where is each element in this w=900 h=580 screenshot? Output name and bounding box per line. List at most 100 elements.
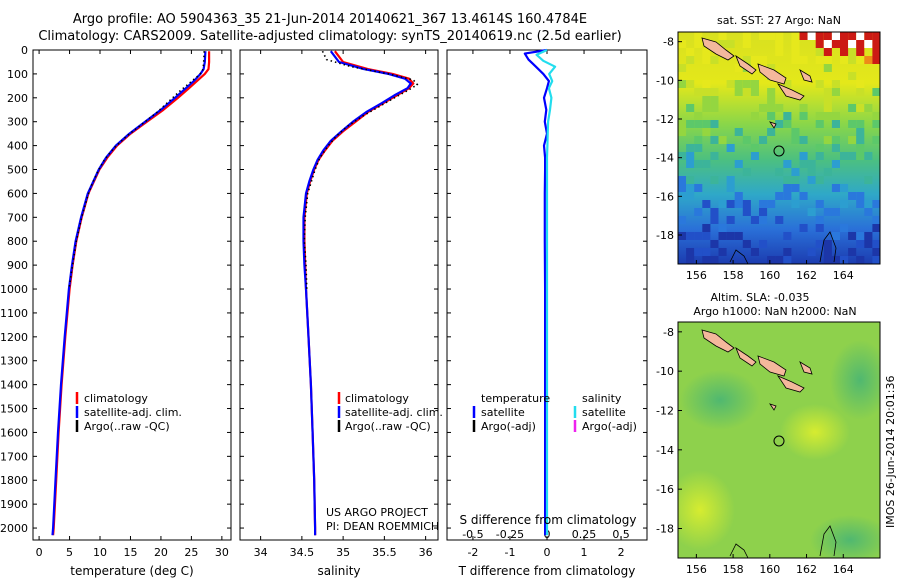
map-y-tick-label: -8 bbox=[663, 326, 674, 339]
sst-pixel bbox=[799, 32, 808, 40]
sst-pixel bbox=[759, 208, 768, 216]
sst-pixel bbox=[783, 120, 792, 128]
sla-axes: 156 158 160 162 164 -8 -10 -12 -14 -16 -18 bbox=[656, 326, 854, 576]
sst-pixel bbox=[815, 120, 824, 128]
island bbox=[769, 121, 777, 129]
sst-pixel bbox=[686, 80, 695, 88]
sst-pixel bbox=[831, 120, 840, 128]
timestamp: IMOS 26-Jun-2014 20:01:36 bbox=[884, 375, 897, 528]
sst-pixel bbox=[694, 120, 703, 128]
sst-pixel bbox=[742, 136, 751, 144]
sst-pixel bbox=[799, 152, 808, 160]
sst-pixel bbox=[767, 64, 776, 72]
sst-pixel bbox=[686, 256, 695, 264]
sst-pixel bbox=[678, 80, 687, 88]
map-x-tick-label: 156 bbox=[686, 269, 707, 282]
sst-pixel bbox=[710, 176, 719, 184]
sst-pixel bbox=[686, 104, 695, 112]
sst-pixel bbox=[823, 88, 832, 96]
sst-pixel bbox=[872, 40, 880, 48]
sst-pixel bbox=[783, 80, 792, 88]
sst-pixel bbox=[718, 248, 727, 256]
x-tick-label: 25 bbox=[184, 546, 198, 559]
sst-pixel bbox=[856, 128, 865, 136]
series-line bbox=[303, 50, 415, 536]
sst-pixel bbox=[864, 152, 873, 160]
sst-pixel bbox=[726, 200, 735, 208]
sst-pixel bbox=[710, 104, 719, 112]
sst-pixel bbox=[807, 32, 816, 40]
map-y-tick-label: -18 bbox=[656, 229, 674, 242]
sst-pixel bbox=[710, 120, 719, 128]
sst-pixel bbox=[710, 136, 719, 144]
sst-pixel bbox=[856, 104, 865, 112]
sst-pixel bbox=[815, 56, 824, 64]
sst-pixel bbox=[726, 232, 735, 240]
map-x-tick-label: 164 bbox=[833, 269, 854, 282]
sst-pixel bbox=[815, 224, 824, 232]
sst-pixel bbox=[823, 208, 832, 216]
sst-pixel bbox=[831, 144, 840, 152]
depth-tick-label: 1000 bbox=[0, 283, 28, 296]
sst-pixel bbox=[718, 32, 727, 40]
island bbox=[701, 329, 735, 353]
sst-pixel bbox=[718, 136, 727, 144]
depth-tick-label: 2000 bbox=[0, 522, 28, 535]
sst-pixel bbox=[686, 56, 695, 64]
sst-pixel bbox=[686, 248, 695, 256]
depth-tick-label: 1800 bbox=[0, 474, 28, 487]
sst-pixel bbox=[831, 208, 840, 216]
sst-pixel bbox=[848, 232, 857, 240]
legend-title-temperature: temperature bbox=[481, 392, 550, 405]
sst-pixel bbox=[799, 192, 808, 200]
salinity-legend: climatology satellite-adj. clim. Argo(..… bbox=[337, 392, 443, 433]
sst-pixel bbox=[783, 160, 792, 168]
sst-pixel bbox=[840, 256, 849, 264]
x-top-tick-label: -0.5 bbox=[462, 528, 483, 541]
sst-pixel bbox=[710, 88, 719, 96]
legend-title-salinity: salinity bbox=[582, 392, 622, 405]
sst-pixel bbox=[823, 56, 832, 64]
sst-pixel bbox=[702, 256, 711, 264]
sst-pixel bbox=[702, 48, 711, 56]
sst-pixel bbox=[767, 128, 776, 136]
argo-position-marker bbox=[773, 435, 785, 447]
sst-pixel bbox=[686, 184, 695, 192]
island bbox=[776, 375, 805, 393]
sst-pixel bbox=[734, 88, 743, 96]
sst-pixel bbox=[799, 136, 808, 144]
sst-pixel bbox=[759, 136, 768, 144]
island bbox=[757, 63, 787, 85]
sst-pixel bbox=[678, 216, 687, 224]
map-x-tick-label: 162 bbox=[796, 269, 817, 282]
sst-pixel bbox=[742, 56, 751, 64]
sst-pixel bbox=[734, 80, 743, 88]
map-y-tick-label: -12 bbox=[656, 113, 674, 126]
sst-pixel bbox=[815, 240, 824, 248]
sst-pixel bbox=[710, 152, 719, 160]
sst-pixel bbox=[872, 248, 880, 256]
sst-pixel bbox=[694, 88, 703, 96]
sst-pixel bbox=[840, 56, 849, 64]
map-y-tick-label: -10 bbox=[656, 74, 674, 87]
sla-land bbox=[701, 329, 813, 411]
sst-pixel bbox=[848, 40, 857, 48]
sst-pixel bbox=[815, 216, 824, 224]
sst-map-frame bbox=[677, 31, 881, 265]
sst-pixel bbox=[783, 232, 792, 240]
depth-tick-label: 500 bbox=[7, 164, 28, 177]
sst-pixel bbox=[775, 216, 784, 224]
sst-pixel bbox=[864, 104, 873, 112]
sst-pixel bbox=[710, 208, 719, 216]
sla-map-frame bbox=[677, 321, 881, 559]
sst-pixel bbox=[767, 256, 776, 264]
sst-pixel bbox=[678, 192, 687, 200]
x-tick-label: 34 bbox=[254, 546, 268, 559]
sla-anomaly bbox=[680, 370, 760, 430]
sst-pixel bbox=[856, 88, 865, 96]
sst-pixel bbox=[694, 112, 703, 120]
sst-land bbox=[701, 37, 813, 129]
sst-pixel bbox=[848, 32, 857, 40]
map-y-tick-label: -10 bbox=[656, 365, 674, 378]
sst-pixel bbox=[856, 136, 865, 144]
